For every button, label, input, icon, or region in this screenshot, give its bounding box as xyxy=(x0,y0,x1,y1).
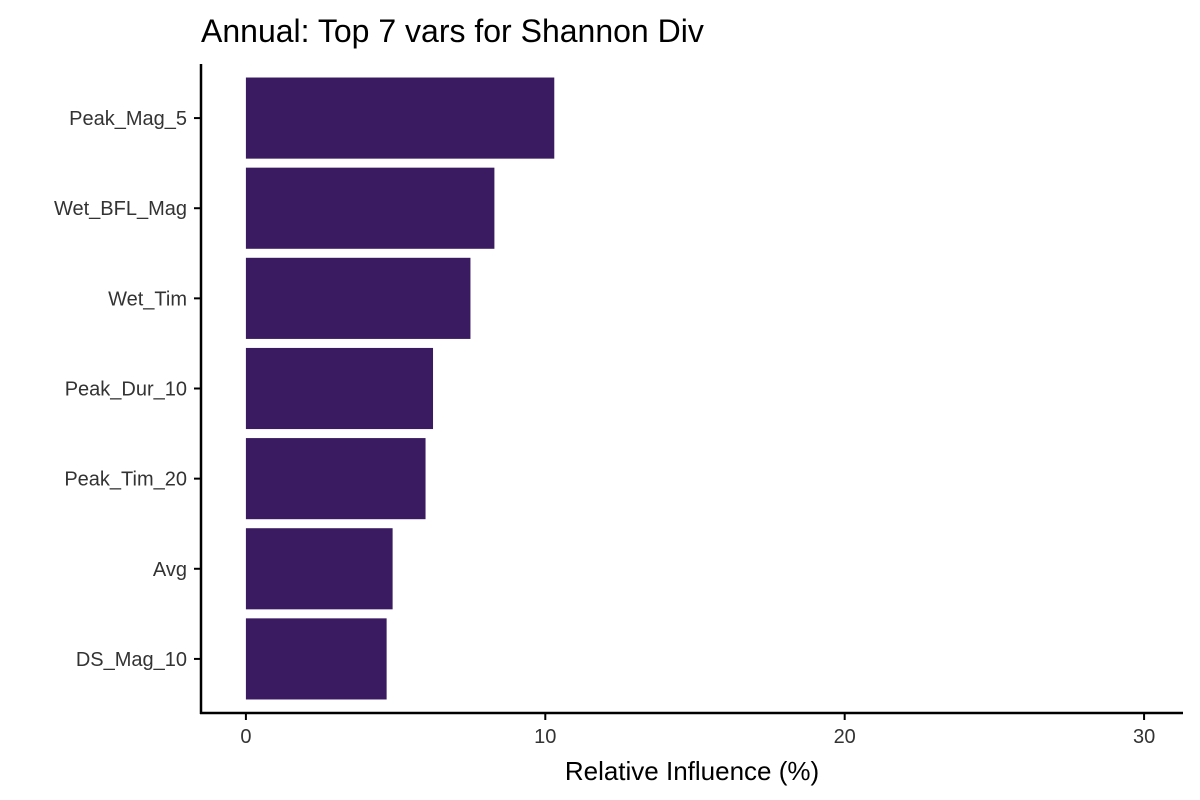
y-tick-label: Wet_BFL_Mag xyxy=(54,198,187,220)
y-tick-label: Peak_Mag_5 xyxy=(69,108,187,130)
bars-group xyxy=(245,77,555,700)
y-tick-label: DS_Mag_10 xyxy=(76,649,187,671)
bar-peak-mag-5 xyxy=(245,77,555,159)
bar-wet-bfl-mag xyxy=(245,167,495,249)
x-axis-ticks: 0 10 20 30 xyxy=(240,713,1155,748)
y-tick-label: Wet_Tim xyxy=(108,288,187,310)
x-axis-title: Relative Influence (%) xyxy=(565,756,819,786)
y-tick-label: Avg xyxy=(153,559,187,581)
x-tick-label: 0 xyxy=(240,726,251,748)
y-tick-label: Peak_Tim_20 xyxy=(64,469,187,491)
x-tick-label: 20 xyxy=(834,726,856,748)
x-tick-label: 10 xyxy=(534,726,556,748)
bar-peak-dur-10 xyxy=(245,347,434,430)
bar-peak-tim-20 xyxy=(245,438,426,520)
x-tick-label: 30 xyxy=(1133,726,1155,748)
y-tick-label: Peak_Dur_10 xyxy=(65,379,187,401)
chart-title: Annual: Top 7 vars for Shannon Div xyxy=(201,13,704,49)
bar-avg xyxy=(245,528,393,610)
y-axis-ticks: Peak_Mag_5 Wet_BFL_Mag Wet_Tim Peak_Dur_10 P… xyxy=(54,108,201,671)
bar-wet-tim xyxy=(245,257,471,339)
bar-ds-mag-10 xyxy=(245,618,387,700)
